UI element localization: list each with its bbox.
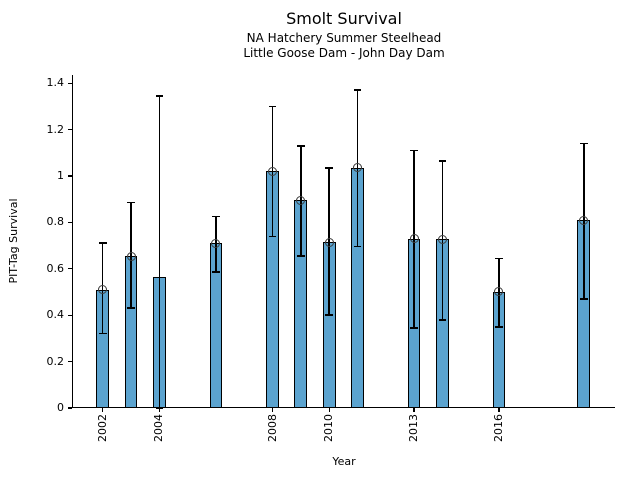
- error-cap-low-2008: [268, 235, 277, 238]
- y-tick-label-0.4: 0.4: [46, 308, 65, 322]
- y-tick-label-1.2: 1.2: [46, 122, 65, 136]
- chart-title: Smolt Survival: [286, 9, 402, 28]
- x-tick-2002: [102, 408, 104, 412]
- x-axis-label: Year: [332, 455, 356, 468]
- x-tick-label-2002: 2002: [95, 414, 109, 442]
- y-tick-1.4: [67, 82, 72, 84]
- error-cap-low-2011: [353, 245, 362, 248]
- marker-2019: [579, 215, 589, 225]
- y-tick-0: [67, 407, 72, 409]
- error-cap-low-2002: [98, 332, 107, 335]
- y-tick-1.2: [67, 128, 72, 131]
- error-cap-low-2016: [495, 326, 503, 328]
- error-cap-low-2013: [410, 327, 418, 329]
- x-tick-label-2013: 2013: [407, 414, 421, 442]
- chart-subtitle-line2: Little Goose Dam - John Day Dam: [243, 46, 445, 60]
- y-tick-label-0.8: 0.8: [46, 215, 65, 229]
- error-cap-low-2006: [212, 271, 220, 273]
- y-tick-label-0: 0: [57, 401, 64, 414]
- marker-2013: [409, 234, 419, 244]
- x-tick-2004: [158, 408, 160, 412]
- x-tick-2010: [328, 408, 330, 412]
- y-axis-spine: [71, 75, 73, 408]
- marker-2006: [211, 238, 221, 248]
- marker-2009: [296, 195, 306, 205]
- marker-2003: [126, 251, 136, 261]
- y-tick-label-0.2: 0.2: [46, 354, 65, 368]
- error-cap-low-2009: [297, 255, 305, 257]
- error-cap-high-2002: [98, 242, 107, 244]
- error-cap-high-2003: [127, 201, 135, 204]
- y-tick-label-1.4: 1.4: [46, 76, 65, 90]
- x-tick-2016: [498, 408, 500, 412]
- y-tick-0.8: [67, 221, 72, 223]
- error-cap-high-2013: [410, 149, 418, 152]
- error-cap-high-2004: [155, 95, 164, 97]
- error-cap-high-2009: [297, 145, 305, 147]
- error-cap-low-2004: [155, 407, 164, 409]
- error-cap-high-2016: [495, 257, 503, 260]
- error-cap-high-2014: [438, 160, 447, 162]
- y-tick-0.2: [67, 360, 72, 363]
- error-cap-low-2019: [580, 298, 588, 300]
- error-cap-high-2011: [353, 89, 362, 91]
- error-cap-high-2006: [212, 215, 220, 218]
- y-tick-label-1: 1: [57, 168, 64, 182]
- y-tick-1: [67, 175, 72, 177]
- x-tick-label-2008: 2008: [265, 414, 279, 442]
- error-cap-low-2010: [325, 314, 333, 316]
- marker-2011: [352, 163, 362, 173]
- x-axis-spine: [71, 406, 615, 408]
- error-cap-high-2010: [325, 167, 333, 169]
- marker-2016: [494, 287, 504, 297]
- error-cap-high-2008: [268, 105, 277, 108]
- y-tick-0.4: [67, 314, 72, 316]
- chart-subtitle-line1: NA Hatchery Summer Steelhead: [246, 31, 442, 45]
- marker-2002: [98, 285, 108, 295]
- marker-2010: [324, 237, 334, 247]
- error-cap-low-2003: [127, 307, 135, 309]
- marker-2014: [437, 234, 447, 244]
- error-cap-low-2014: [438, 319, 447, 321]
- x-tick-2008: [271, 408, 274, 412]
- y-tick-label-0.6: 0.6: [46, 261, 65, 275]
- error-cap-high-2019: [580, 142, 588, 145]
- error-bar-2004: [158, 95, 161, 408]
- x-tick-label-2004: 2004: [152, 414, 166, 442]
- y-axis-label: PIT-Tag Survival: [7, 198, 20, 284]
- y-tick-0.6: [67, 268, 72, 270]
- x-tick-label-2016: 2016: [491, 414, 505, 442]
- marker-2008: [268, 166, 278, 176]
- x-tick-2013: [413, 408, 415, 412]
- x-tick-label-2010: 2010: [322, 414, 336, 442]
